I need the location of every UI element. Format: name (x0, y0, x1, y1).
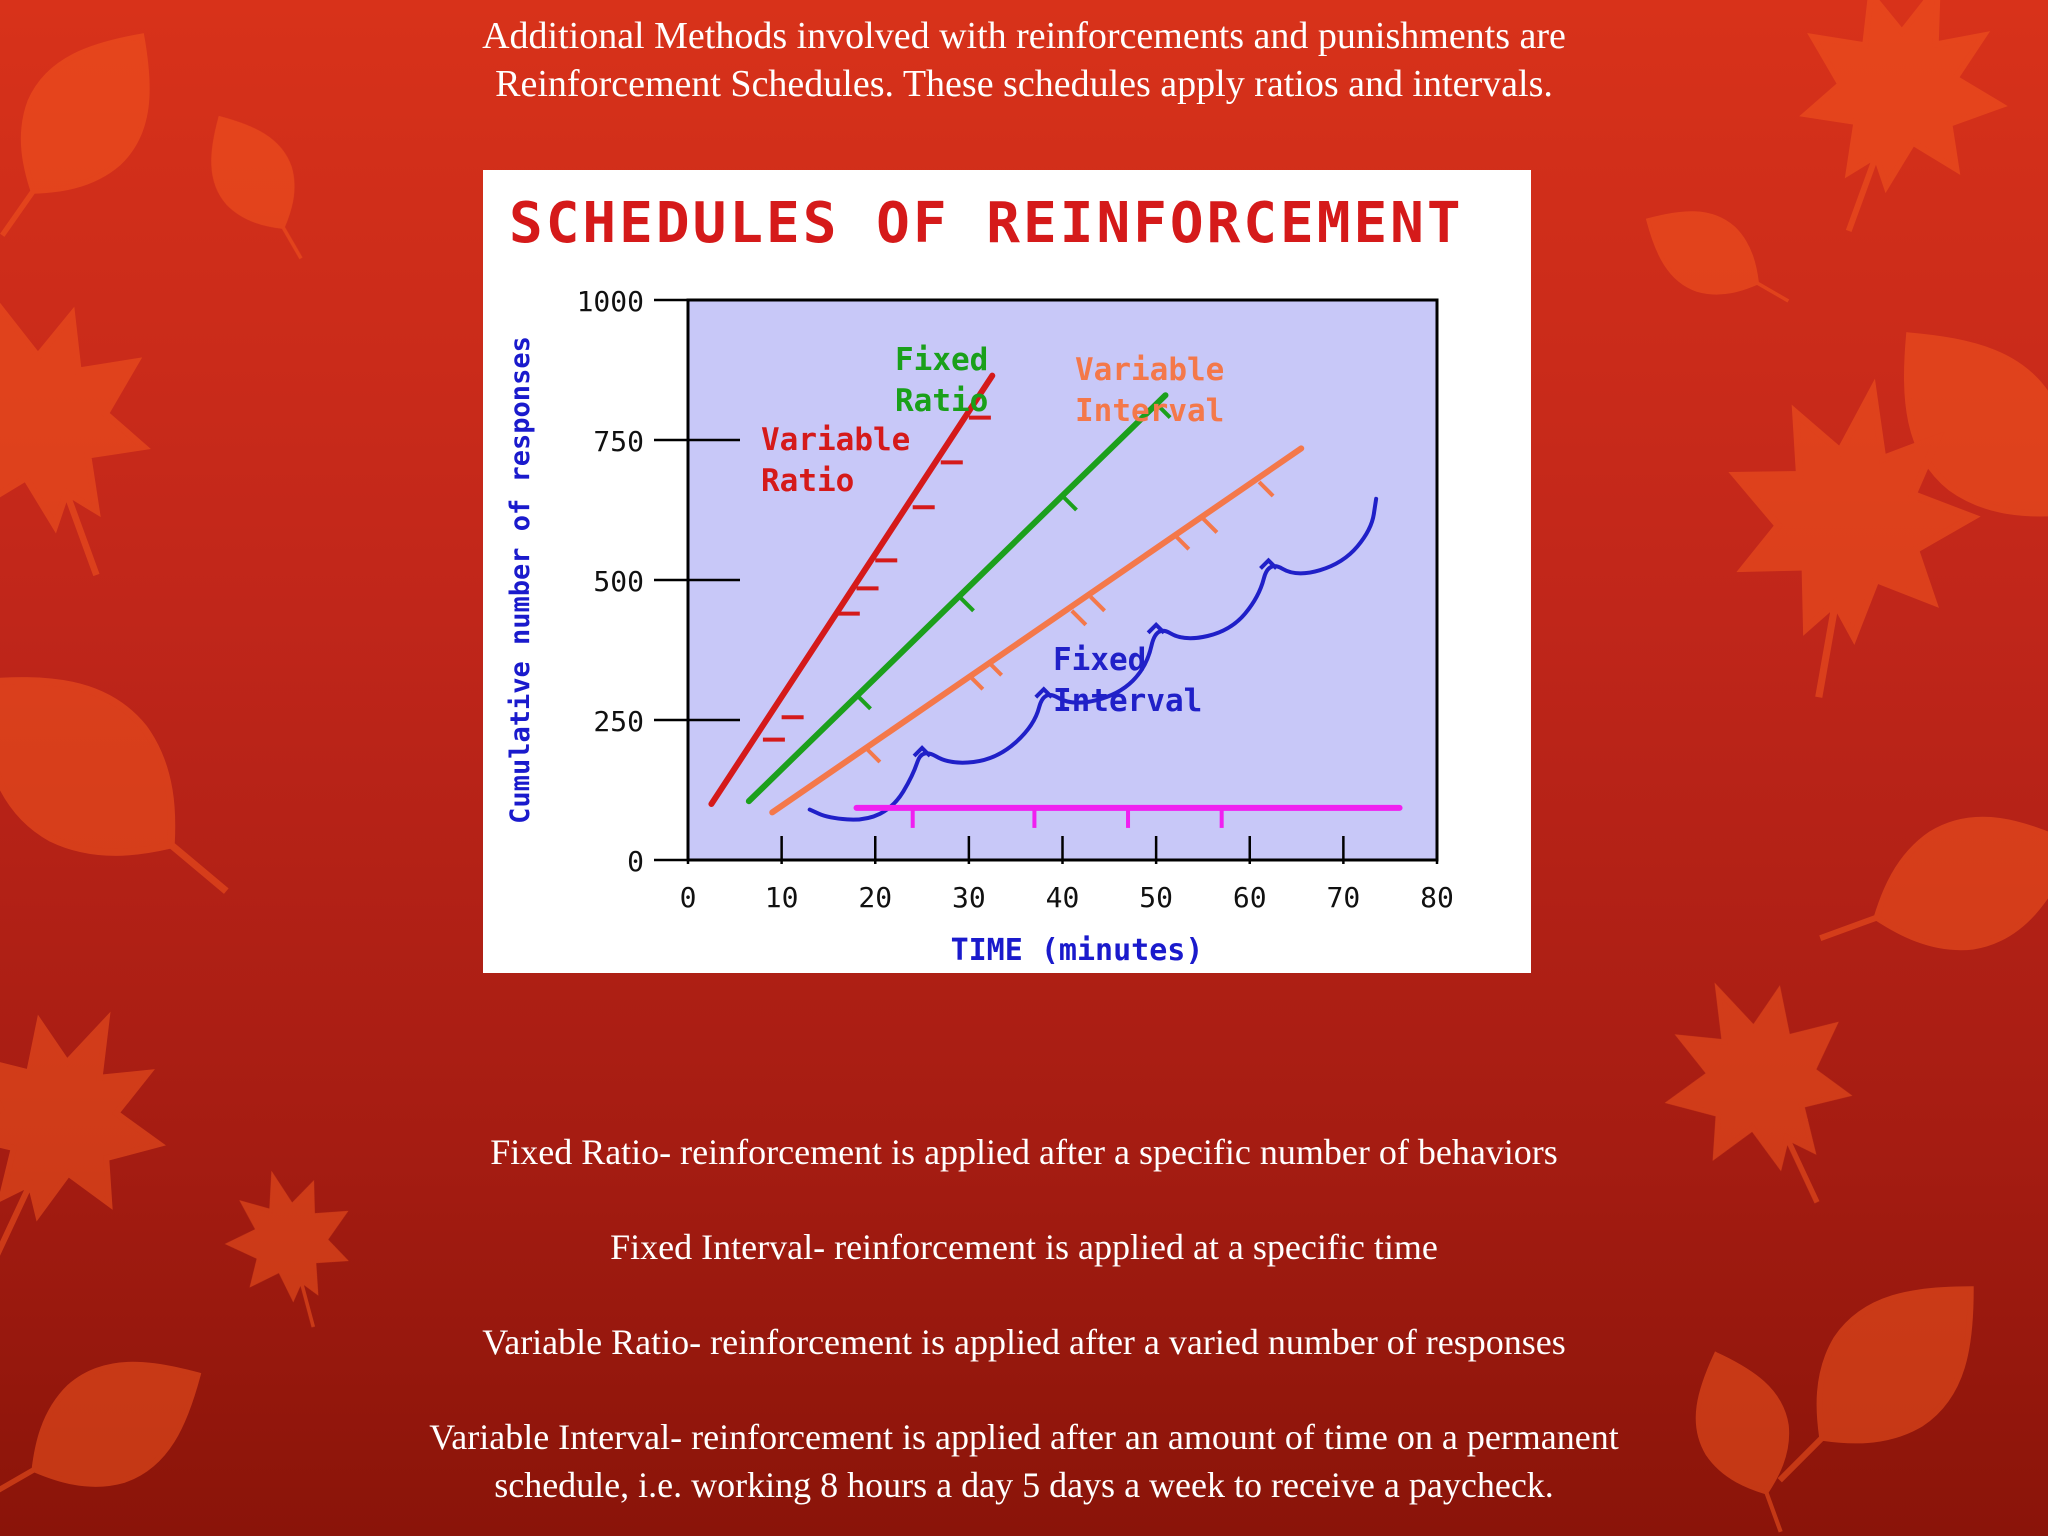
series-label-fixed-ratio: Ratio (895, 383, 988, 419)
definition-variable-interval: Variable Interval- reinforcement is appl… (224, 1413, 1824, 1509)
y-axis-label: Cumulative number of responses (505, 336, 536, 824)
series-line (769, 445, 1305, 816)
x-tick-label: 60 (1233, 881, 1267, 914)
x-tick-label: 30 (952, 881, 986, 914)
series-fixed-interval-baseline (853, 804, 1403, 828)
definition-variable-interval-line-1: Variable Interval- reinforcement is appl… (429, 1417, 1619, 1457)
reinforcement-mark (967, 673, 985, 691)
series-label-fixed-ratio: Fixed (895, 342, 988, 378)
intro-line-1: Additional Methods involved with reinfor… (482, 15, 1566, 57)
series-line (745, 392, 1169, 805)
reinforcement-mark (1259, 557, 1278, 570)
definition-variable-interval-line-2: schedule, i.e. working 8 hours a day 5 d… (494, 1465, 1554, 1505)
reinforcement-mark (986, 659, 1004, 677)
series-variable-ratio (708, 372, 996, 807)
series-label-variable-interval: Variable (1075, 352, 1224, 388)
x-tick-label: 10 (765, 881, 799, 914)
y-tick-label: 750 (593, 425, 644, 458)
x-tick-label: 80 (1420, 881, 1454, 914)
y-tick-label: 1000 (577, 285, 644, 318)
series-label-variable-ratio: Variable (761, 422, 910, 458)
x-tick-label: 40 (1046, 881, 1080, 914)
reinforcement-mark (855, 693, 872, 711)
definitions: Fixed Ratio- reinforcement is applied af… (224, 1128, 1824, 1509)
reinforcement-mark (1154, 402, 1172, 420)
definition-fixed-ratio: Fixed Ratio- reinforcement is applied af… (490, 1132, 1558, 1172)
reinforcement-mark (1089, 595, 1107, 613)
series-fixed-ratio (745, 392, 1172, 805)
reinforcement-mark (1034, 686, 1054, 699)
plot-area (688, 300, 1437, 860)
chart-title: SCHEDULES OF REINFORCEMENT (509, 191, 1464, 256)
reinforcement-mark (958, 595, 975, 613)
reinforcement-mark (1146, 621, 1166, 635)
series-variable-interval (769, 445, 1305, 816)
axes: 0 250 500 750 1000 0 10 20 30 40 50 60 70 80 (577, 285, 1454, 914)
series-label-variable-ratio: Ratio (761, 463, 854, 499)
reinforcement-mark (1070, 609, 1088, 627)
reinforcement-mark (1257, 480, 1275, 498)
series-line (708, 372, 996, 807)
reinforcement-mark (912, 745, 932, 758)
series-labels: VariableRatioFixedRatioVariableIntervalF… (761, 342, 1224, 719)
series-label-fixed-interval: Fixed (1053, 642, 1146, 678)
x-tick-label: 70 (1327, 881, 1361, 914)
y-tick-label: 0 (627, 845, 644, 878)
definition-variable-ratio: Variable Ratio- reinforcement is applied… (482, 1322, 1566, 1362)
reinforcement-mark (1201, 516, 1219, 534)
chart-panel: SCHEDULES OF REINFORCEMENT 0 250 500 750 100… (483, 170, 1531, 973)
reinforcement-chart: SCHEDULES OF REINFORCEMENT 0250500750100… (505, 191, 1464, 968)
reinforcement-mark (1173, 533, 1191, 551)
reinforcement-mark (864, 746, 882, 764)
series-layer (708, 372, 1403, 828)
x-axis-label: TIME (minutes) (951, 933, 1204, 968)
definition-fixed-interval: Fixed Interval- reinforcement is applied… (610, 1227, 1438, 1267)
x-tick-label: 20 (858, 881, 892, 914)
series-label-fixed-interval: Interval (1053, 683, 1202, 719)
x-tick-label: 50 (1139, 881, 1173, 914)
series-label-variable-interval: Interval (1075, 393, 1224, 429)
y-tick-label: 500 (593, 565, 644, 598)
reinforcement-mark (1061, 494, 1078, 512)
intro-text: Additional Methods involved with reinfor… (224, 12, 1824, 108)
series-fixed-interval (807, 496, 1379, 822)
x-tick-label: 0 (680, 881, 697, 914)
y-tick-label: 250 (593, 705, 644, 738)
intro-line-2: Reinforcement Schedules. These schedules… (495, 63, 1553, 105)
